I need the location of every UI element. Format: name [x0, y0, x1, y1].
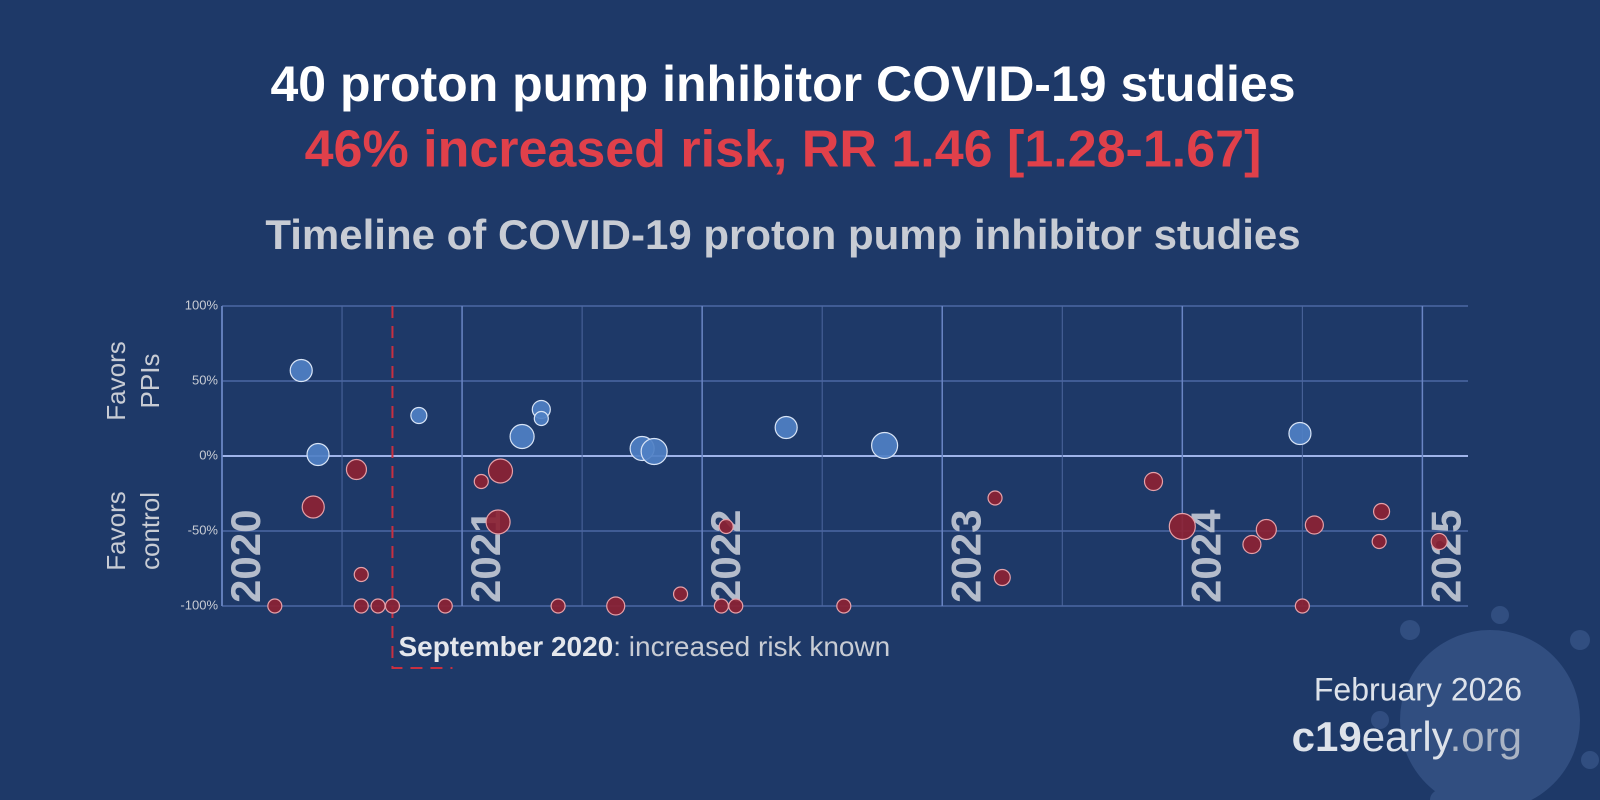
- study-point: [353, 598, 369, 614]
- title: 40 proton pump inhibitor COVID-19 studie…: [270, 56, 1295, 112]
- x-tick-label: 2020: [222, 510, 269, 603]
- site: c19early.org: [1292, 713, 1522, 760]
- study-point: [289, 358, 313, 383]
- study-point: [713, 598, 729, 614]
- study-point: [987, 490, 1003, 506]
- date: February 2026: [1314, 671, 1522, 707]
- study-point: [1304, 515, 1324, 535]
- study-point: [384, 598, 401, 614]
- subtitle: 46% increased risk, RR 1.46 [1.28-1.67]: [305, 121, 1262, 179]
- study-point: [370, 598, 386, 614]
- annotation-line: [391, 306, 453, 669]
- study-point: [437, 598, 453, 614]
- y-tick-label: 0%: [199, 447, 218, 462]
- study-point: [774, 415, 798, 440]
- study-point: [1143, 471, 1164, 492]
- site-part: .org: [1450, 713, 1522, 760]
- study-point: [301, 495, 325, 519]
- study-point: [718, 518, 734, 535]
- study-point: [993, 568, 1011, 587]
- y-label: Favors: [101, 491, 131, 570]
- study-point: [672, 586, 689, 602]
- y-tick-label: -50%: [188, 522, 219, 537]
- study-point: [509, 423, 535, 450]
- y-label: control: [135, 492, 165, 570]
- y-labels: Favors PPIs Favors control: [101, 341, 165, 570]
- study-point: [1242, 534, 1262, 555]
- annotation: September 2020: increased risk known: [398, 631, 890, 662]
- study-point: [485, 509, 511, 535]
- study-point: [267, 598, 283, 614]
- study-point: [836, 598, 852, 614]
- study-point: [1372, 502, 1391, 521]
- virus-decoration: [1371, 606, 1599, 800]
- x-tick-label: 2023: [942, 510, 989, 603]
- study-point: [728, 598, 744, 614]
- annotation-text: : increased risk known: [613, 631, 890, 662]
- study-point: [550, 598, 566, 614]
- study-point: [1255, 518, 1277, 541]
- study-point: [410, 406, 428, 425]
- site-part: early: [1362, 713, 1453, 760]
- study-point: [353, 566, 369, 583]
- study-point: [306, 442, 330, 467]
- study-point: [871, 431, 899, 460]
- y-label: PPIs: [135, 354, 165, 409]
- study-point: [345, 458, 368, 481]
- y-tick-label: 100%: [185, 297, 219, 312]
- site-part: c19: [1292, 713, 1362, 760]
- study-point: [1168, 512, 1196, 541]
- chart-title: Timeline of COVID-19 proton pump inhibit…: [265, 211, 1300, 258]
- study-point: [473, 473, 489, 490]
- study-point: [1288, 421, 1312, 446]
- study-point: [1294, 598, 1310, 614]
- study-point: [1371, 533, 1387, 550]
- y-tick-label: 50%: [192, 372, 218, 387]
- study-point: [533, 410, 549, 427]
- annotation-bold: September 2020: [398, 631, 613, 662]
- study-point: [487, 458, 514, 484]
- study-point: [606, 596, 626, 616]
- study-point: [1430, 532, 1448, 551]
- x-tick-label: 2025: [1422, 510, 1469, 603]
- y-label: Favors: [101, 341, 131, 420]
- study-point: [640, 437, 668, 466]
- y-tick-label: -100%: [180, 597, 218, 612]
